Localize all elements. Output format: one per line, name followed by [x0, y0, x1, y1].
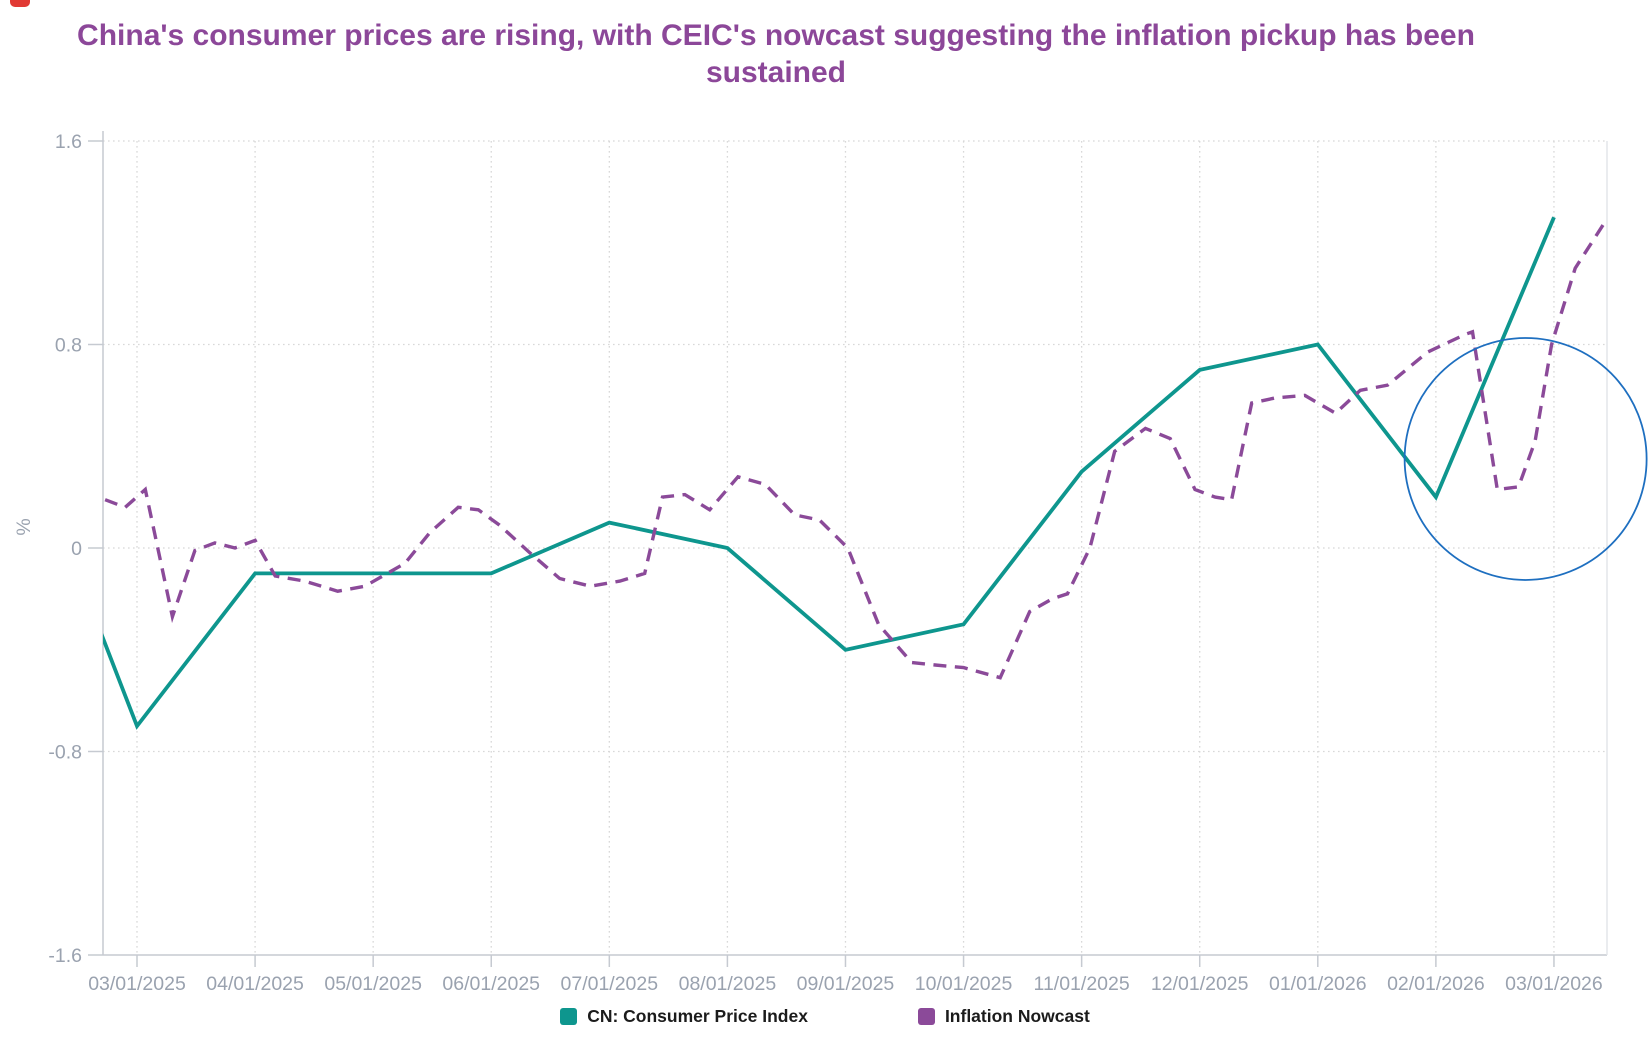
y-tick-label: -1.6: [48, 945, 82, 967]
x-tick-label: 07/01/2025: [561, 973, 659, 995]
y-tick-label: 0.8: [55, 335, 82, 357]
x-tick-label: 05/01/2025: [324, 973, 422, 995]
x-tick-label: 06/01/2025: [442, 973, 540, 995]
legend-label-cpi: CN: Consumer Price Index: [587, 1006, 808, 1026]
legend: CN: Consumer Price Index Inflation Nowca…: [0, 1006, 1650, 1027]
x-tick-label: 10/01/2025: [915, 973, 1013, 995]
x-tick-label: 08/01/2025: [679, 973, 777, 995]
x-tick-label: 03/01/2026: [1505, 973, 1603, 995]
highlight-circle-annotation: [1403, 337, 1648, 581]
legend-item-nowcast[interactable]: Inflation Nowcast: [917, 1006, 1090, 1027]
nowcast-line-series: [104, 221, 1607, 680]
x-tick-label: 02/01/2026: [1387, 973, 1485, 995]
y-tick-label: -0.8: [48, 742, 82, 764]
x-tick-label: 11/01/2025: [1034, 973, 1130, 995]
nowcast-legend-swatch-icon: [917, 1008, 935, 1025]
legend-item-cpi[interactable]: CN: Consumer Price Index: [560, 1006, 808, 1027]
y-tick-label: 1.6: [55, 131, 82, 153]
x-tick-label: 04/01/2025: [206, 973, 304, 995]
y-axis-unit-label: %: [13, 518, 35, 535]
cpi-line-series: [103, 216, 1556, 730]
logo-mark: [10, 0, 30, 7]
x-tick-label: 09/01/2025: [797, 973, 895, 995]
x-tick-label: 12/01/2025: [1151, 973, 1249, 995]
x-tick-label: 01/01/2026: [1269, 973, 1367, 995]
y-tick-label: 0: [71, 538, 82, 560]
x-tick-label: 03/01/2025: [88, 973, 186, 995]
chart-title: China's consumer prices are rising, with…: [77, 19, 1475, 89]
legend-label-nowcast: Inflation Nowcast: [944, 1006, 1090, 1026]
cpi-legend-swatch-icon: [560, 1008, 578, 1025]
